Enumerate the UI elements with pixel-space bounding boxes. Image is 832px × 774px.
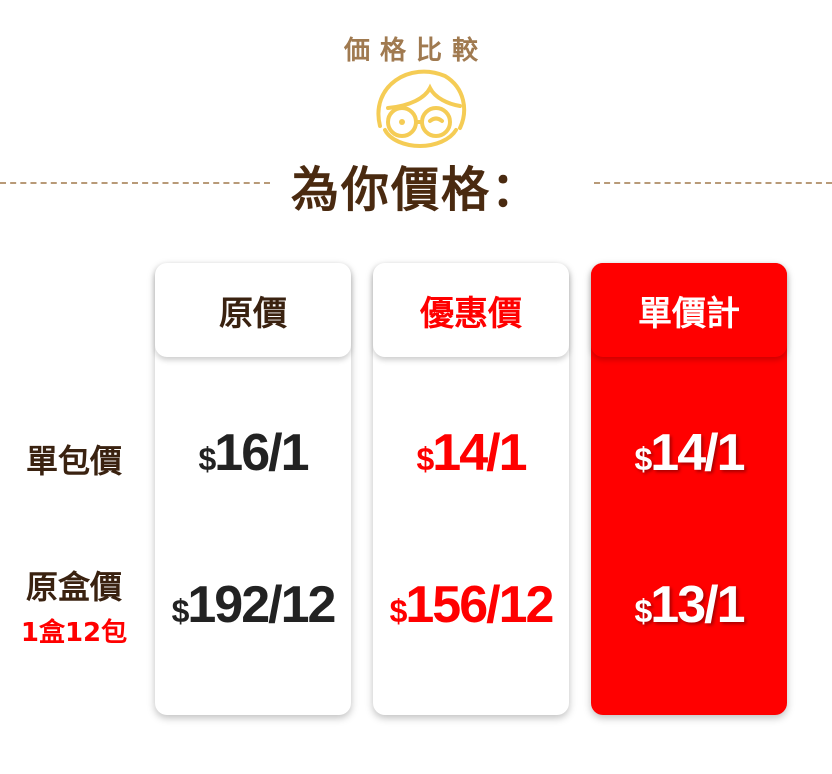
price-box: $156/12 <box>389 576 555 634</box>
price-single: $14/1 <box>634 424 745 482</box>
page-title: 為你價格： <box>290 162 541 218</box>
price-single: $16/1 <box>198 424 309 482</box>
column-unit: 單價計 $14/1 $13/1 <box>591 263 787 715</box>
girl-face-icon <box>376 69 467 148</box>
subtitle: 価格比較 <box>343 36 488 66</box>
row-label-single: 單包價 <box>25 442 122 480</box>
column-discount: 優惠價 $14/1 $156/12 <box>373 263 569 715</box>
row-label-box: 原盒價 <box>25 568 122 606</box>
price-box: $13/1 <box>634 576 745 634</box>
divider-left <box>0 182 270 184</box>
header-discount: 優惠價 <box>373 263 569 357</box>
divider-right <box>594 182 832 184</box>
price-box: $192/12 <box>171 576 337 634</box>
header-unit: 單價計 <box>591 263 787 357</box>
header-original: 原價 <box>155 263 351 357</box>
column-original: 原價 $16/1 $192/12 <box>155 263 351 715</box>
price-single: $14/1 <box>416 424 527 482</box>
row-note-box: 1盒12包 <box>20 618 128 648</box>
